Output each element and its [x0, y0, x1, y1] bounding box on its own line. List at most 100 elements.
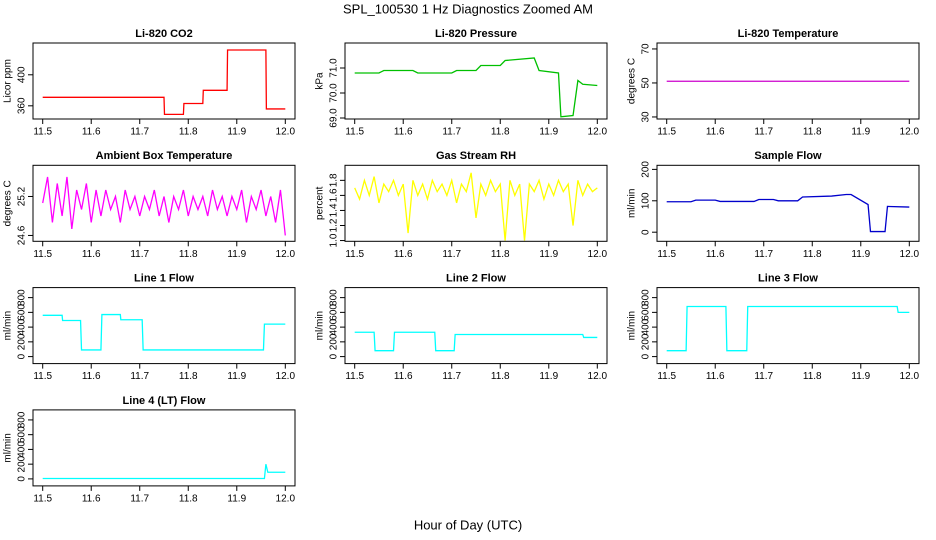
panel-title: Ambient Box Temperature [96, 150, 233, 162]
y-tick-label: 1.2 [329, 218, 340, 232]
y-tick-label: 1.0 [329, 233, 340, 247]
y-tick-label: 400 [17, 318, 28, 335]
y-tick-label: 0 [641, 353, 652, 359]
x-tick-label: 11.9 [851, 249, 870, 260]
y-axis-label: ml/min [315, 311, 326, 340]
x-tick-label: 12.0 [276, 249, 296, 260]
x-tick-label: 11.7 [130, 494, 149, 505]
y-axis-label: kPa [315, 72, 326, 90]
x-tick-label: 11.8 [179, 127, 198, 138]
x-tick-label: 12.0 [276, 494, 296, 505]
x-tick-label: 11.5 [345, 371, 364, 382]
x-tick-label: 12.0 [900, 127, 920, 138]
x-tick-label: 11.5 [657, 371, 676, 382]
y-tick-label: 70.0 [329, 83, 340, 103]
x-tick-label: 11.7 [754, 371, 773, 382]
y-tick-label: 600 [329, 304, 340, 321]
plot-frame [656, 164, 920, 242]
y-tick-label: 30 [641, 111, 652, 123]
x-tick-label: 11.7 [130, 127, 149, 138]
x-tick-label: 11.7 [442, 127, 461, 138]
x-tick-label: 11.7 [130, 249, 149, 260]
y-tick-label: 1.8 [329, 173, 340, 187]
y-tick-label: 200 [17, 333, 28, 350]
panel-title: Gas Stream RH [436, 150, 516, 162]
x-tick-label: 11.6 [706, 371, 725, 382]
data-line [666, 193, 910, 233]
y-tick-label: 0 [641, 229, 652, 235]
x-tick-label: 12.0 [276, 371, 296, 382]
data-line [42, 49, 286, 115]
y-axis-label: percent [315, 186, 326, 220]
x-tick-label: 12.0 [588, 371, 608, 382]
y-tick-label: 400 [17, 66, 28, 83]
panel-title: Li-820 Pressure [435, 28, 517, 40]
y-tick-label: 200 [641, 333, 652, 350]
y-tick-label: 50 [641, 77, 652, 89]
panel-title: Line 2 Flow [446, 273, 506, 285]
x-tick-label: 11.8 [179, 249, 198, 260]
x-tick-label: 11.9 [227, 371, 246, 382]
x-tick-label: 11.8 [491, 249, 510, 260]
data-line [42, 463, 286, 480]
y-tick-label: 100 [641, 192, 652, 209]
y-tick-label: 0 [17, 476, 28, 482]
y-tick-label: 600 [17, 426, 28, 443]
x-tick-label: 12.0 [900, 371, 920, 382]
x-tick-label: 11.5 [345, 127, 364, 138]
y-tick-label: 0 [329, 353, 340, 359]
y-axis-label: ml/min [3, 311, 14, 340]
data-line [354, 172, 598, 241]
x-tick-label: 11.6 [394, 127, 413, 138]
plot-frame [344, 287, 608, 365]
y-tick-label: 400 [17, 441, 28, 458]
y-tick-label: 800 [641, 289, 652, 306]
x-tick-label: 11.8 [179, 371, 198, 382]
x-tick-label: 11.5 [33, 371, 52, 382]
y-axis-label: degrees C [627, 58, 638, 104]
x-tick-label: 11.8 [491, 371, 510, 382]
x-tick-label: 11.9 [227, 127, 246, 138]
panel-title: Sample Flow [754, 150, 822, 162]
y-tick-label: 800 [17, 411, 28, 428]
x-tick-label: 11.7 [754, 249, 773, 260]
y-tick-label: 69.0 [329, 108, 340, 128]
plot-frame [32, 164, 296, 242]
y-axis-label: Licor ppm [3, 59, 14, 103]
x-tick-label: 11.8 [491, 127, 510, 138]
y-tick-label: 200 [641, 161, 652, 178]
plot-frame [656, 42, 920, 120]
x-tick-label: 11.6 [82, 494, 101, 505]
x-tick-label: 12.0 [588, 249, 608, 260]
x-tick-label: 11.5 [345, 249, 364, 260]
data-line [354, 331, 598, 352]
data-line [354, 57, 598, 118]
x-tick-label: 11.8 [803, 249, 822, 260]
panel-title: Line 4 (LT) Flow [123, 395, 206, 407]
x-tick-label: 12.0 [900, 249, 920, 260]
x-tick-label: 11.9 [851, 127, 870, 138]
x-tick-label: 11.8 [803, 127, 822, 138]
panel-title: Li-820 Temperature [738, 28, 839, 40]
x-tick-label: 11.6 [394, 371, 413, 382]
y-tick-label: 0 [17, 353, 28, 359]
plot-frame [656, 287, 920, 365]
data-line [666, 305, 910, 352]
y-tick-label: 1.4 [329, 203, 340, 217]
x-tick-label: 11.7 [130, 371, 149, 382]
y-tick-label: 200 [17, 455, 28, 472]
x-tick-label: 12.0 [276, 127, 296, 138]
plot-frame [32, 287, 296, 365]
x-tick-label: 11.8 [803, 371, 822, 382]
x-tick-label: 11.7 [442, 249, 461, 260]
x-axis-label: Hour of Day (UTC) [414, 517, 522, 532]
y-axis-label: ml/min [627, 311, 638, 340]
x-tick-label: 11.6 [82, 127, 101, 138]
y-tick-label: 800 [17, 289, 28, 306]
panel-title: Line 3 Flow [758, 273, 818, 285]
y-tick-label: 600 [641, 304, 652, 321]
x-tick-label: 11.5 [33, 494, 52, 505]
y-tick-label: 400 [641, 318, 652, 335]
y-tick-label: 400 [329, 318, 340, 335]
